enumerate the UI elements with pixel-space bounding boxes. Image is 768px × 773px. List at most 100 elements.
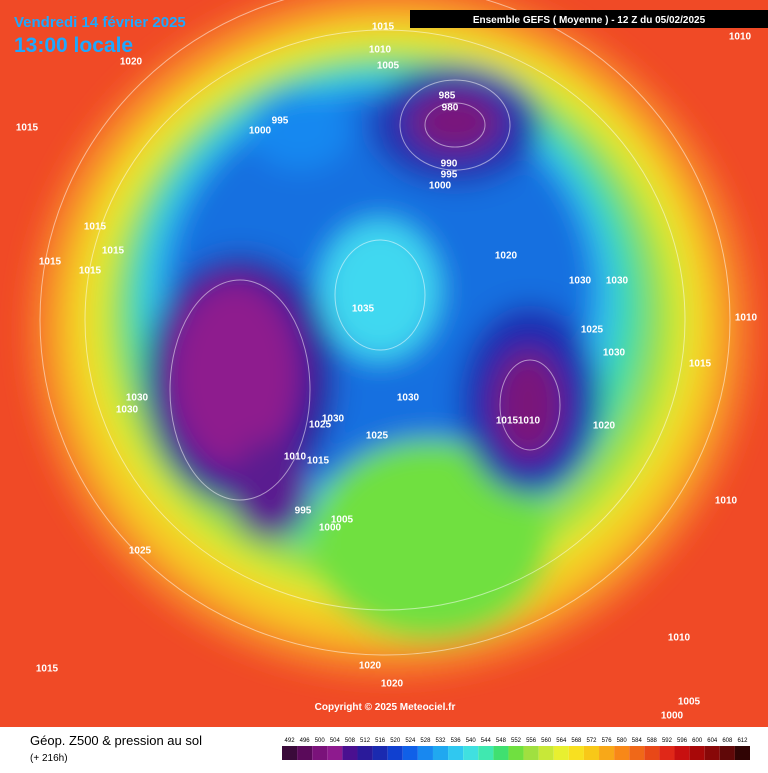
isobar-label: 1010 [284, 452, 307, 463]
scale-label: 568 [571, 738, 582, 744]
isobar-label: 1030 [397, 393, 420, 404]
scale-swatch [327, 746, 343, 760]
scale-label: 516 [375, 738, 386, 744]
isobar-label: 1010 [518, 416, 541, 427]
scale-swatch [312, 746, 328, 760]
isobar-label: 1030 [606, 276, 629, 287]
scale-label: 608 [722, 738, 733, 744]
isobar-label: 990 [441, 159, 458, 170]
scale-label: 548 [496, 738, 507, 744]
isobar-label: 1020 [359, 661, 382, 672]
local-time: 13:00 locale [14, 34, 133, 57]
isobar-label: 1020 [495, 251, 518, 262]
scale-label: 544 [481, 738, 492, 744]
isobar-label: 1010 [668, 633, 691, 644]
isobar-label: 1010 [715, 496, 738, 507]
scale-swatch [448, 746, 464, 760]
scale-swatch [704, 746, 720, 760]
scale-swatch [629, 746, 645, 760]
isobar-label: 1010 [735, 313, 758, 324]
scale-swatch [538, 746, 554, 760]
isobar-label: 1025 [581, 325, 604, 336]
scale-swatch [463, 746, 479, 760]
isobar-label: 1015 [689, 359, 712, 370]
scale-swatch [674, 746, 690, 760]
scale-label: 560 [541, 738, 552, 744]
isobar-label: 1015 [307, 456, 330, 467]
isobar-label: 1025 [309, 420, 332, 431]
isobar-label: 1020 [120, 57, 143, 68]
isobar-label: 1030 [569, 276, 592, 287]
scale-label: 532 [436, 738, 447, 744]
isobar-label: 1005 [678, 697, 701, 708]
isobar-label: 1005 [331, 515, 354, 526]
scale-swatch [372, 746, 388, 760]
scale-label: 556 [526, 738, 537, 744]
isobar-label: 1010 [729, 32, 752, 43]
scale-label: 580 [617, 738, 628, 744]
isobar-label: 1000 [661, 711, 684, 722]
isobar-label: 1020 [593, 421, 616, 432]
scale-swatch [719, 746, 735, 760]
scale-label: 604 [707, 738, 718, 744]
isobar-label: 1025 [129, 546, 152, 557]
isobar-label: 995 [441, 170, 458, 181]
scale-swatch [644, 746, 660, 760]
isobar-label: 1015 [79, 266, 102, 277]
isobar-label: 1005 [377, 61, 400, 72]
isobar-label: 1030 [126, 393, 149, 404]
scale-label: 600 [692, 738, 703, 744]
scale-label: 564 [556, 738, 567, 744]
isobar-label: 995 [295, 506, 312, 517]
scale-label: 496 [300, 738, 311, 744]
scale-label: 500 [315, 738, 326, 744]
isobar-label: 995 [272, 116, 289, 127]
scale-swatch [387, 746, 403, 760]
isobar-label: 1030 [116, 405, 139, 416]
isobar-label: 1035 [352, 304, 375, 315]
scale-swatch [689, 746, 705, 760]
scale-swatch [553, 746, 569, 760]
isobar-label: 980 [442, 103, 459, 114]
scale-swatch [357, 746, 373, 760]
scale-label: 492 [285, 738, 296, 744]
isobar-label: 1015 [16, 123, 39, 134]
scale-label: 592 [662, 738, 673, 744]
scale-swatch [734, 746, 750, 760]
scale-swatch [583, 746, 600, 760]
isobar-label: 1020 [381, 679, 404, 690]
isobar-label: 1015 [36, 664, 59, 675]
scale-label: 520 [390, 738, 401, 744]
isobar-label: 1030 [322, 414, 345, 425]
scale-swatch [659, 746, 675, 760]
isobar-label: 1015 [496, 416, 519, 427]
scale-swatch [478, 746, 494, 760]
scale-swatch [417, 746, 433, 760]
scale-label: 572 [586, 738, 597, 744]
isobar-label: 1015 [372, 22, 395, 33]
isobar-label: 1015 [84, 222, 107, 233]
date: Vendredi 14 février 2025 [14, 14, 186, 31]
isobar-label: 1015 [102, 246, 125, 257]
run-box [410, 10, 768, 28]
scale-swatch [342, 746, 358, 760]
isobar-label: 1000 [319, 523, 342, 534]
scale-label: 540 [466, 738, 477, 744]
isobar-label: 1000 [249, 126, 272, 137]
scale-label: 512 [360, 738, 371, 744]
scale-label: 588 [647, 738, 658, 744]
copyright: Copyright © 2025 Meteociel.fr [315, 702, 456, 713]
scale-swatch [282, 746, 298, 760]
scale-swatch [493, 746, 509, 760]
scale-label: 528 [420, 738, 431, 744]
lead-time: (+ 216h) [30, 753, 68, 764]
scale-swatch [599, 746, 615, 760]
isobar-label: 985 [439, 91, 456, 102]
scale-swatch [523, 746, 539, 760]
scale-label: 596 [677, 738, 688, 744]
run-info: Ensemble GEFS ( Moyenne ) - 12 Z du 05/0… [473, 15, 706, 26]
field [0, 0, 768, 727]
scale-label: 576 [602, 738, 613, 744]
